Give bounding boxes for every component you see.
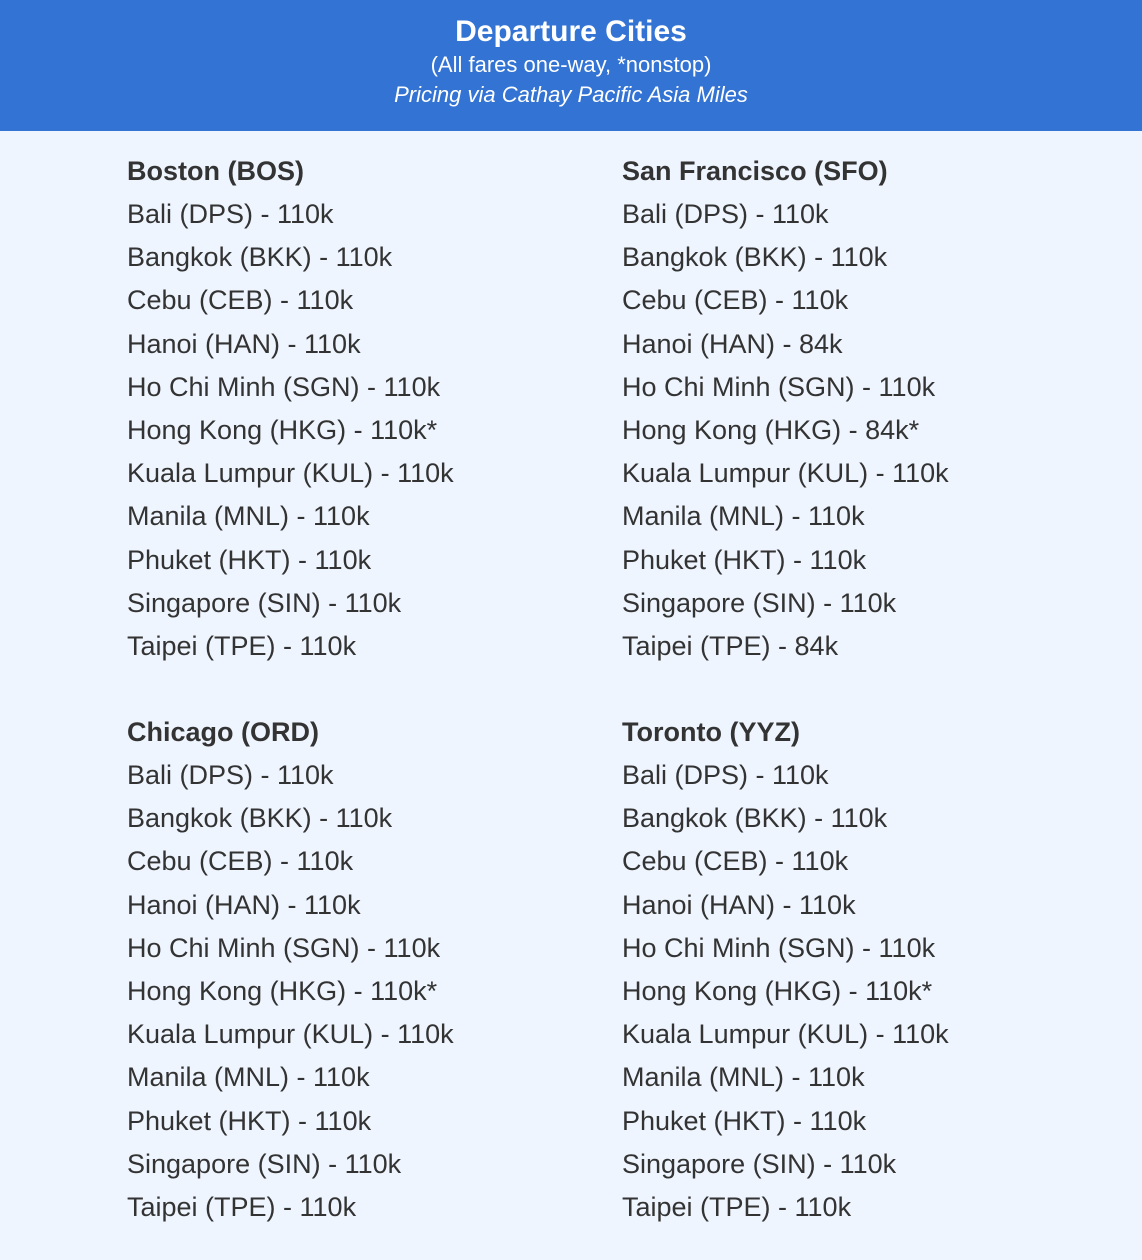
fare-item: Kuala Lumpur (KUL) - 110k bbox=[622, 1019, 949, 1050]
city-section: Chicago (ORD) Bali (DPS) - 110k Bangkok (B… bbox=[127, 711, 597, 1229]
fare-item: Hong Kong (HKG) - 110k* bbox=[127, 415, 438, 446]
city-heading: Toronto (YYZ) bbox=[622, 717, 800, 747]
fare-item: Ho Chi Minh (SGN) - 110k bbox=[622, 932, 936, 963]
fare-item: Kuala Lumpur (KUL) - 110k bbox=[622, 458, 949, 489]
fare-item: Kuala Lumpur (KUL) - 110k bbox=[127, 458, 454, 489]
fare-item: Singapore (SIN) - 110k bbox=[127, 1148, 402, 1179]
fare-item: Cebu (CEB) - 110k bbox=[622, 846, 849, 877]
fare-item: Phuket (HKT) - 110k bbox=[127, 544, 372, 575]
fare-item: Singapore (SIN) - 110k bbox=[127, 587, 402, 618]
fare-item: Ho Chi Minh (SGN) - 110k bbox=[622, 371, 936, 402]
fare-item: Bangkok (BKK) - 110k bbox=[127, 242, 393, 273]
header-banner: Departure Cities (All fares one-way, *no… bbox=[0, 0, 1142, 131]
page-title: Departure Cities bbox=[455, 15, 687, 48]
fare-item: Cebu (CEB) - 110k bbox=[127, 846, 354, 877]
fare-item: Hanoi (HAN) - 84k bbox=[622, 328, 843, 359]
fare-item: Singapore (SIN) - 110k bbox=[622, 587, 897, 618]
fare-item: Singapore (SIN) - 110k bbox=[622, 1148, 897, 1179]
fare-item: Manila (MNL) - 110k bbox=[127, 1062, 370, 1093]
fare-item: Taipei (TPE) - 110k bbox=[127, 631, 357, 662]
fare-item: Bali (DPS) - 110k bbox=[622, 760, 829, 790]
fare-item: Bali (DPS) - 110k bbox=[622, 199, 829, 229]
fare-item: Bali (DPS) - 110k bbox=[127, 199, 334, 229]
city-heading: San Francisco (SFO) bbox=[622, 156, 888, 186]
fare-item: Taipei (TPE) - 84k bbox=[622, 631, 839, 662]
fare-item: Hong Kong (HKG) - 110k* bbox=[127, 976, 438, 1007]
fare-item: Hong Kong (HKG) - 110k* bbox=[622, 976, 933, 1007]
city-heading: Chicago (ORD) bbox=[127, 717, 319, 747]
fare-item: Manila (MNL) - 110k bbox=[622, 501, 865, 532]
fare-item: Manila (MNL) - 110k bbox=[622, 1062, 865, 1093]
fare-item: Phuket (HKT) - 110k bbox=[622, 544, 867, 575]
fare-item: Hanoi (HAN) - 110k bbox=[127, 889, 361, 920]
fare-item: Taipei (TPE) - 110k bbox=[127, 1192, 357, 1223]
fare-item: Phuket (HKT) - 110k bbox=[127, 1105, 372, 1136]
fare-item: Hong Kong (HKG) - 84k* bbox=[622, 415, 920, 446]
fare-item: Manila (MNL) - 110k bbox=[127, 501, 370, 532]
fare-item: Cebu (CEB) - 110k bbox=[127, 285, 354, 316]
fare-item: Bangkok (BKK) - 110k bbox=[622, 242, 888, 273]
fare-item: Cebu (CEB) - 110k bbox=[622, 285, 849, 316]
fare-item: Bangkok (BKK) - 110k bbox=[622, 803, 888, 834]
fare-item: Bali (DPS) - 110k bbox=[127, 760, 334, 790]
fare-item: Hanoi (HAN) - 110k bbox=[622, 889, 856, 920]
city-section: Boston (BOS) Bali (DPS) - 110k Bangkok (BK… bbox=[127, 150, 597, 668]
fare-item: Ho Chi Minh (SGN) - 110k bbox=[127, 932, 441, 963]
fare-item: Ho Chi Minh (SGN) - 110k bbox=[127, 371, 441, 402]
fare-item: Phuket (HKT) - 110k bbox=[622, 1105, 867, 1136]
page-subtitle: (All fares one-way, *nonstop) bbox=[430, 52, 712, 77]
fare-item: Taipei (TPE) - 110k bbox=[622, 1192, 852, 1223]
city-section: Toronto (YYZ) Bali (DPS) - 110k Bangkok (B… bbox=[622, 711, 1092, 1229]
city-heading: Boston (BOS) bbox=[127, 156, 304, 186]
fare-item: Kuala Lumpur (KUL) - 110k bbox=[127, 1019, 454, 1050]
city-section: San Francisco (SFO) Bali (DPS) - 110k Bang… bbox=[622, 150, 1092, 668]
fare-item: Bangkok (BKK) - 110k bbox=[127, 803, 393, 834]
pricing-note: Pricing via Cathay Pacific Asia Miles bbox=[394, 82, 748, 107]
fare-item: Hanoi (HAN) - 110k bbox=[127, 328, 361, 359]
